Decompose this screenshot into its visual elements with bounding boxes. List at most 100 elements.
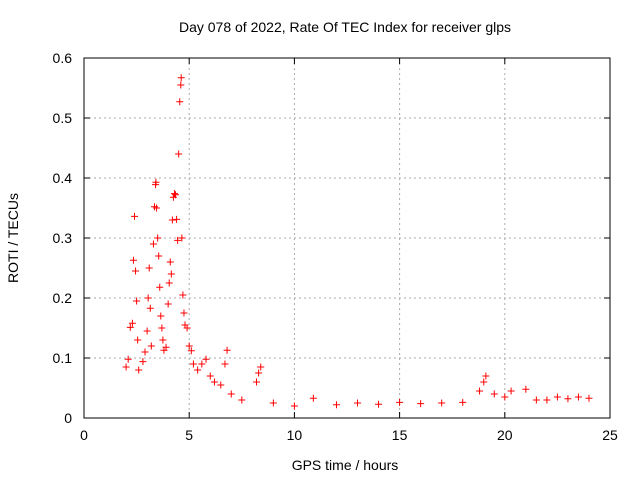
data-point — [174, 236, 182, 244]
data-point — [144, 294, 152, 302]
data-point — [166, 258, 174, 266]
data-point — [290, 402, 298, 410]
data-point — [253, 378, 261, 386]
data-point — [257, 363, 265, 371]
y-tick-label: 0.2 — [53, 290, 73, 306]
data-point — [133, 297, 141, 305]
data-point — [564, 395, 572, 403]
data-point — [332, 401, 340, 409]
data-point — [210, 378, 218, 386]
data-point — [157, 312, 165, 320]
data-point — [198, 360, 206, 368]
data-point — [187, 347, 195, 355]
data-point — [152, 178, 160, 186]
data-point — [162, 343, 170, 351]
data-point — [574, 393, 582, 401]
data-point — [189, 360, 197, 368]
data-point — [221, 360, 229, 368]
data-point — [255, 369, 263, 377]
data-point — [202, 355, 210, 363]
data-point — [128, 319, 136, 327]
data-point — [501, 393, 509, 401]
y-tick-label: 0.1 — [53, 350, 73, 366]
data-point — [153, 204, 161, 212]
data-point — [146, 304, 154, 312]
data-point — [164, 300, 172, 308]
axis-ticks: 0 5 10 15 20 25 0 0.1 0.2 0.3 0.4 0.5 0.6 — [53, 50, 618, 443]
data-point — [183, 324, 191, 332]
x-tick-label: 25 — [602, 427, 618, 443]
data-point — [168, 216, 176, 224]
data-point — [141, 348, 149, 356]
data-point — [354, 399, 362, 407]
data-point — [476, 387, 484, 395]
x-tick-label: 5 — [185, 427, 193, 443]
data-point — [156, 283, 164, 291]
data-point — [194, 366, 202, 374]
data-point — [223, 346, 231, 354]
data-point — [396, 398, 404, 406]
data-point — [522, 385, 530, 393]
x-tick-label: 15 — [392, 427, 408, 443]
plot-frame — [83, 57, 611, 419]
data-point — [217, 381, 225, 389]
data-point — [185, 342, 193, 350]
data-point — [553, 393, 561, 401]
data-point — [126, 323, 134, 331]
data-point — [507, 387, 515, 395]
data-point — [177, 81, 185, 89]
data-point — [227, 390, 235, 398]
data-point — [170, 190, 178, 198]
y-tick-label: 0.4 — [53, 170, 73, 186]
y-axis-label: ROTI / TECUs — [5, 193, 21, 283]
data-points — [122, 74, 593, 410]
data-point — [145, 264, 153, 272]
data-point — [167, 270, 175, 278]
y-tick-label: 0 — [64, 410, 72, 426]
data-point — [124, 355, 132, 363]
data-point — [206, 372, 214, 380]
grid-lines — [84, 58, 610, 418]
data-point — [480, 378, 488, 386]
data-point — [134, 336, 142, 344]
x-tick-label: 10 — [287, 427, 303, 443]
data-point — [309, 394, 317, 402]
data-point — [490, 390, 498, 398]
data-point — [238, 396, 246, 404]
data-point — [129, 256, 137, 264]
x-tick-label: 20 — [497, 427, 513, 443]
data-point — [143, 327, 151, 335]
data-point — [159, 336, 167, 344]
data-point — [139, 358, 147, 366]
data-point — [438, 399, 446, 407]
x-tick-label: 0 — [80, 427, 88, 443]
data-point — [154, 234, 162, 242]
data-point — [175, 150, 183, 158]
data-point — [122, 363, 130, 371]
data-point — [532, 396, 540, 404]
data-point — [269, 399, 277, 407]
data-point — [585, 394, 593, 402]
chart-title: Day 078 of 2022, Rate Of TEC Index for r… — [179, 19, 511, 35]
data-point — [180, 309, 188, 317]
data-point — [543, 396, 551, 404]
data-point — [173, 215, 181, 223]
data-point — [165, 279, 173, 287]
data-point — [375, 400, 383, 408]
data-point — [158, 324, 166, 332]
data-point — [459, 398, 467, 406]
data-point — [176, 98, 184, 106]
data-point — [147, 342, 155, 350]
data-point — [130, 212, 138, 220]
x-axis-label: GPS time / hours — [292, 457, 399, 473]
data-point — [149, 240, 157, 248]
data-point — [132, 267, 140, 275]
data-point — [135, 366, 143, 374]
y-tick-label: 0.6 — [53, 50, 73, 66]
data-point — [177, 74, 185, 82]
y-tick-label: 0.3 — [53, 230, 73, 246]
data-point — [482, 372, 490, 380]
data-point — [178, 234, 186, 242]
data-point — [155, 252, 163, 260]
